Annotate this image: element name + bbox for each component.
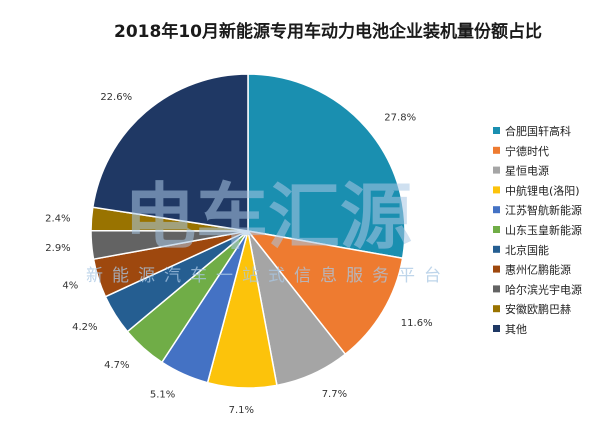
slice-value-label: 2.9%	[45, 243, 70, 254]
slice-labels: 27.8% 11.6% 7.7% 7.1% 5.1% 4.7% 4.2% 4% 2.9% 2.4%…	[45, 92, 432, 416]
chart-title: 2018年10月新能源专用车动力电池企业装机量份额占比	[114, 21, 542, 42]
legend-entry: 哈尔滨光宇电源	[505, 282, 582, 296]
legend-entry: 惠州亿鹏能源	[505, 263, 571, 277]
legend-entry: 宁德时代	[505, 144, 549, 158]
legend-entry: 北京国能	[505, 243, 549, 257]
slice-value-label: 27.8%	[384, 113, 416, 124]
slice-value-label: 7.7%	[322, 389, 347, 400]
legend-entry: 其他	[505, 323, 527, 336]
slice-value-label: 4.2%	[72, 322, 97, 333]
watermark-subtitle: 新能源汽车一站式信息服务平台	[86, 266, 450, 286]
slice-value-label: 22.6%	[100, 92, 132, 103]
legend-swatch	[493, 305, 500, 313]
legend-swatch	[493, 186, 500, 194]
legend-swatch	[493, 226, 500, 233]
legend-swatch	[493, 206, 500, 214]
legend-entry: 合肥国轩高科	[505, 124, 571, 138]
legend-entry: 江苏智航新能源	[505, 203, 582, 217]
pie-slice	[246, 229, 404, 356]
slice-value-label: 4%	[62, 281, 78, 292]
legend-swatch	[493, 127, 500, 134]
legend-entry: 中航锂电(洛阳)	[505, 183, 580, 197]
pie-slice	[247, 73, 406, 260]
watermark-logo: 电车汇源	[124, 175, 412, 259]
slice-value-label: 7.1%	[229, 405, 254, 416]
slice-value-label: 5.1%	[150, 390, 175, 401]
watermark: 电车汇源 新能源汽车一站式信息服务平台	[86, 175, 450, 286]
legend-entry: 山东玉皇新能源	[505, 223, 582, 237]
slice-value-label: 11.6%	[401, 318, 433, 329]
slice-value-label: 4.7%	[104, 360, 129, 371]
legend-entry: 安徽欧鹏巴赫	[505, 302, 571, 316]
legend-swatch	[493, 265, 500, 273]
legend-swatch	[493, 166, 500, 174]
pie-slices	[90, 73, 406, 389]
pie-slice	[91, 73, 249, 232]
legend-swatch	[493, 245, 500, 253]
slice-value-label: 2.4%	[45, 213, 70, 224]
legend-swatch	[493, 285, 500, 293]
legend-swatch	[493, 325, 500, 332]
legend-swatch	[493, 146, 500, 154]
legend-entry: 星恒电源	[505, 164, 549, 178]
